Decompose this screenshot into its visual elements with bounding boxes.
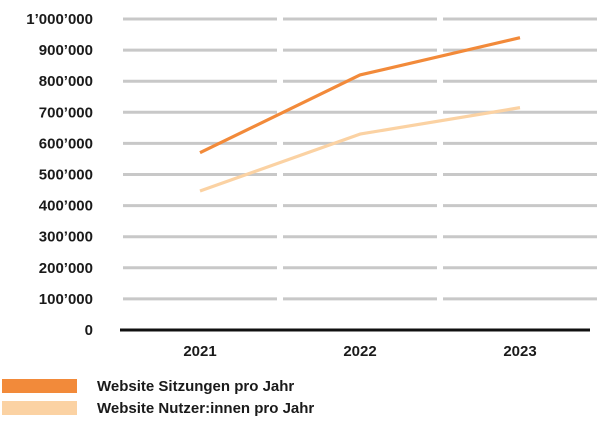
legend-label: Website Nutzer:innen pro Jahr [97, 400, 314, 417]
legend: Website Sitzungen pro Jahr Website Nutzer… [2, 378, 314, 417]
legend-label: Website Sitzungen pro Jahr [97, 378, 294, 395]
y-tick-label: 400’000 [39, 198, 93, 215]
legend-swatch [2, 379, 77, 393]
x-tick-label: 2022 [343, 343, 376, 360]
legend-swatch [2, 401, 77, 415]
gridlines [123, 17, 597, 301]
y-tick-label: 700’000 [39, 104, 93, 121]
y-tick-label: 100’000 [39, 291, 93, 308]
x-axis-tick-labels: 2021 2022 2023 [183, 343, 536, 360]
y-tick-label: 0 [85, 322, 93, 339]
series-lines [199, 36, 521, 193]
x-tick-label: 2023 [503, 343, 536, 360]
series-line [199, 36, 521, 155]
y-tick-label: 300’000 [39, 229, 93, 246]
x-tick-label: 2021 [183, 343, 216, 360]
y-tick-label: 800’000 [39, 73, 93, 90]
y-tick-label: 900’000 [39, 42, 93, 59]
y-tick-label: 1’000’000 [26, 11, 93, 28]
y-tick-label: 600’000 [39, 135, 93, 152]
series-line [199, 106, 521, 193]
y-tick-label: 500’000 [39, 167, 93, 184]
y-axis-tick-labels: 0 100’000 200’000 300’000 400’000 500’000 600’… [26, 11, 93, 339]
y-tick-label: 200’000 [39, 260, 93, 277]
